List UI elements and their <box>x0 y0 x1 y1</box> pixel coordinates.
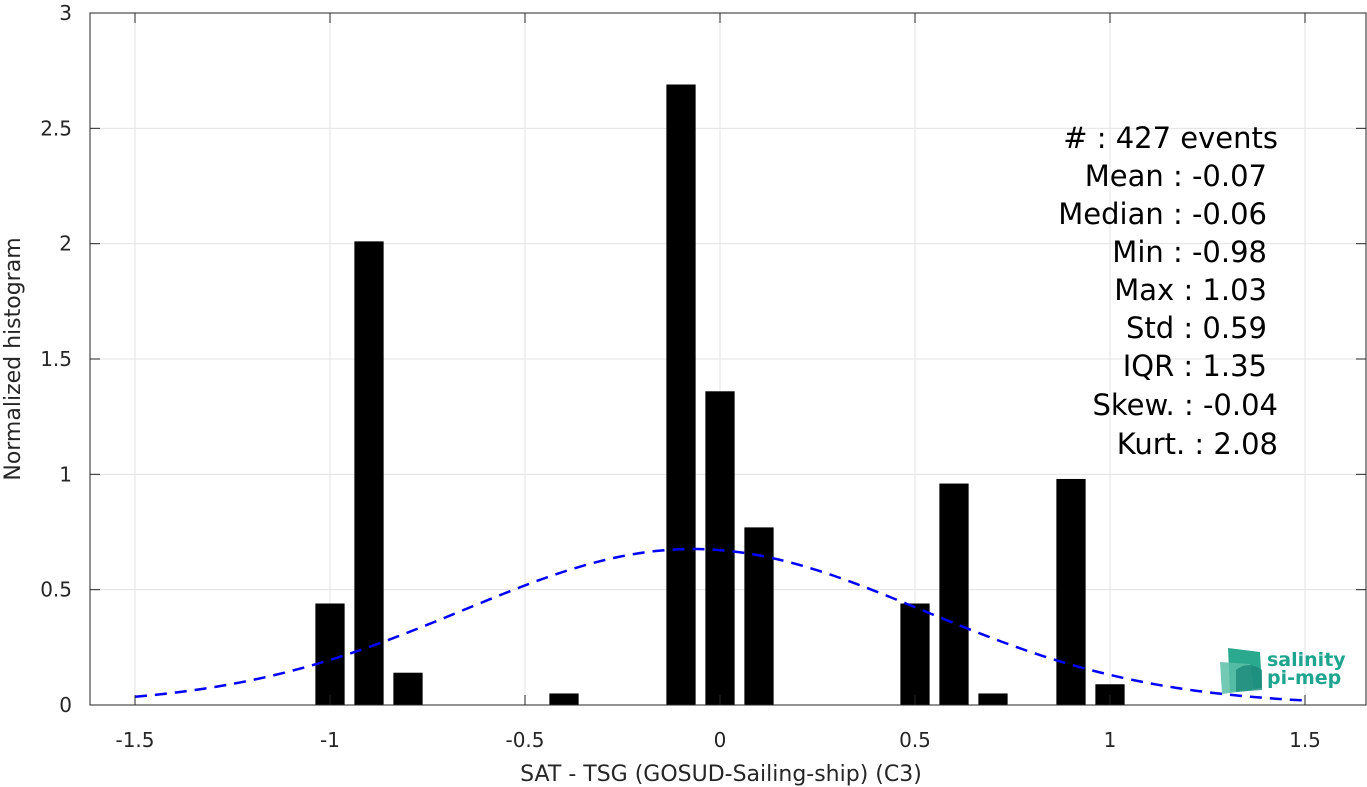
x-tick-label-6: 1.5 <box>1289 728 1321 752</box>
x-tick-label-3: 0 <box>714 728 727 752</box>
y-tick-label-5: 2.5 <box>40 116 72 140</box>
histogram-bar-7 <box>900 603 930 705</box>
x-axis-label: SAT - TSG (GOSUD-Sailing-ship) (C3) <box>520 762 922 787</box>
logo-text-salinity: salinity <box>1267 649 1346 671</box>
stats-line-skew: Skew. : -0.04 <box>1092 388 1278 422</box>
stats-line-min: Min : -0.98 <box>1112 235 1267 269</box>
histogram-bar-2 <box>393 672 423 705</box>
logo-wave-icon <box>1220 648 1262 694</box>
normal-fit-curve <box>134 547 1306 702</box>
logo-text-pi-mep: pi-mep <box>1267 667 1341 689</box>
salinity-pi-mep-logo: salinity pi-mep <box>1220 648 1346 694</box>
histogram-bar-3 <box>549 693 579 705</box>
histogram-bars <box>315 84 1125 706</box>
histogram-bar-0 <box>315 603 345 705</box>
x-tick-label-1: -1 <box>320 728 340 752</box>
y-axis-ticks: 0 0.5 1 1.5 2 2.5 3 <box>40 1 1366 717</box>
x-tick-label-4: 0.5 <box>899 728 931 752</box>
y-tick-label-3: 1.5 <box>40 347 72 371</box>
y-tick-label-1: 0.5 <box>40 578 72 602</box>
histogram-bar-8 <box>939 483 969 705</box>
stats-line-mean: Mean : -0.07 <box>1085 159 1267 193</box>
stats-line-max: Max : 1.03 <box>1114 273 1267 307</box>
stats-line-count: # : 427 events <box>1063 121 1278 155</box>
histogram-bar-10 <box>1056 478 1086 705</box>
x-axis-ticks: -1.5 -1 -0.5 0 0.5 1 1.5 <box>115 13 1321 752</box>
histogram-bar-6 <box>744 527 774 705</box>
y-tick-label-2: 1 <box>59 462 72 486</box>
stats-line-std: Std : 0.59 <box>1126 311 1267 345</box>
statistics-annotation: # : 427 events Mean : -0.07 Median : -0.… <box>1058 121 1278 461</box>
x-tick-label-0: -1.5 <box>115 728 154 752</box>
histogram-bar-1 <box>354 241 384 706</box>
x-tick-label-2: -0.5 <box>505 728 544 752</box>
normal-fit-line <box>134 547 1306 702</box>
histogram-bar-4 <box>666 84 696 706</box>
x-tick-label-5: 1 <box>1104 728 1117 752</box>
stats-line-median: Median : -0.06 <box>1058 197 1267 231</box>
y-tick-label-6: 3 <box>59 1 72 25</box>
histogram-bar-9 <box>978 693 1008 705</box>
y-axis-label: Normalized histogram <box>1 237 26 480</box>
y-tick-label-4: 2 <box>59 232 72 256</box>
histogram-bar-5 <box>705 391 735 705</box>
histogram-bar-11 <box>1095 684 1125 705</box>
y-tick-label-0: 0 <box>59 693 72 717</box>
stats-line-kurt: Kurt. : 2.08 <box>1117 427 1278 461</box>
stats-line-iqr: IQR : 1.35 <box>1123 349 1267 383</box>
